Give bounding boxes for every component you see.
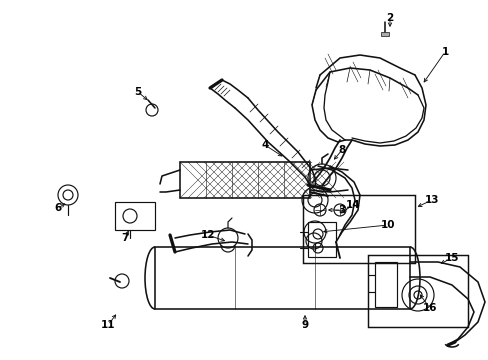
Bar <box>155 247 409 309</box>
Bar <box>307 222 335 257</box>
Text: 3: 3 <box>338 205 345 215</box>
Text: 13: 13 <box>424 195 438 205</box>
Text: 5: 5 <box>134 87 142 97</box>
Text: 15: 15 <box>444 253 458 263</box>
Text: 16: 16 <box>422 303 436 313</box>
Text: 14: 14 <box>345 200 360 210</box>
Text: 6: 6 <box>54 203 61 213</box>
Text: 2: 2 <box>386 13 393 23</box>
Text: 4: 4 <box>261 140 268 150</box>
Text: 1: 1 <box>441 47 447 57</box>
Bar <box>367 255 467 327</box>
Text: 9: 9 <box>301 320 308 330</box>
Text: 8: 8 <box>338 145 345 155</box>
Text: 12: 12 <box>201 230 215 240</box>
Bar <box>115 202 155 230</box>
Text: 7: 7 <box>121 233 128 243</box>
Bar <box>380 32 388 36</box>
Text: 11: 11 <box>101 320 115 330</box>
Text: 10: 10 <box>380 220 394 230</box>
Bar <box>374 262 396 307</box>
Bar <box>180 162 309 198</box>
Bar <box>303 195 414 263</box>
